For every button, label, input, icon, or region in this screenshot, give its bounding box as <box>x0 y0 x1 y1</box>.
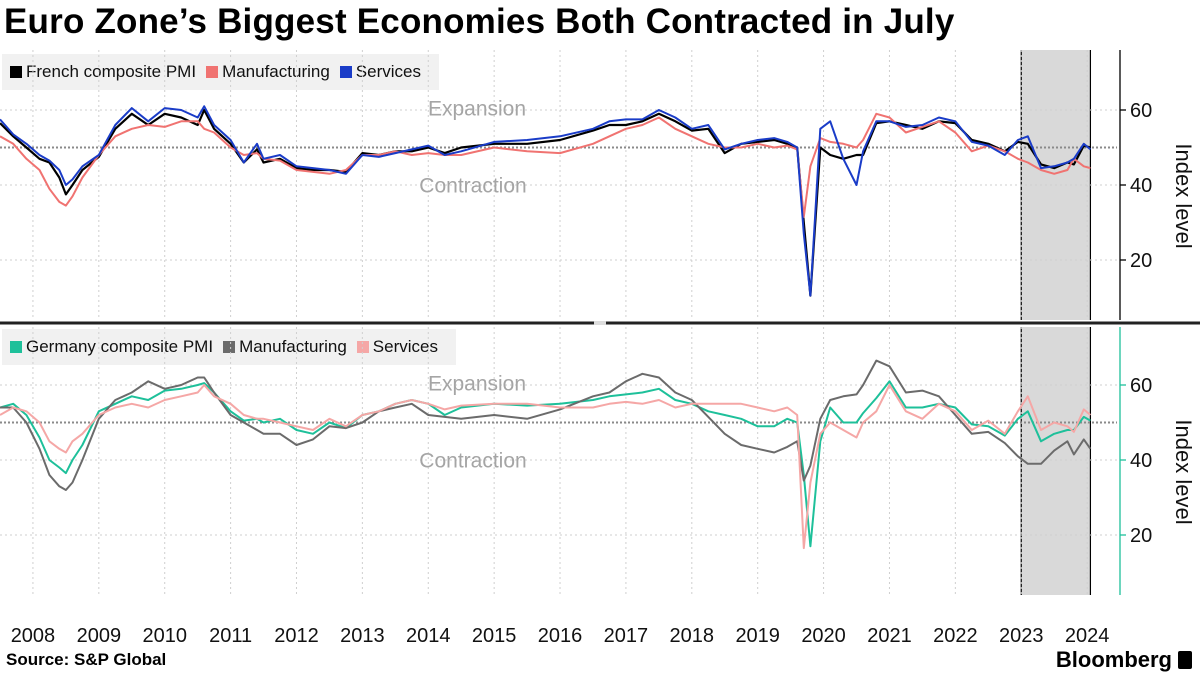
y-tick-label: 60 <box>1130 375 1152 397</box>
source-note: Source: S&P Global <box>6 650 167 669</box>
series-line-germany-services <box>0 384 1092 550</box>
x-tick-label: 2010 <box>142 625 187 647</box>
legend-item-germany-manufacturing[interactable]: Manufacturing <box>223 337 347 357</box>
legend-item-germany-composite[interactable]: Germany composite PMI <box>10 337 213 357</box>
expansion-annotation: Expansion <box>428 373 526 396</box>
legend-item-french-manufacturing[interactable]: Manufacturing <box>206 62 330 82</box>
legend-label: Services <box>372 337 438 356</box>
legend-swatch <box>339 66 352 78</box>
legend-item-germany-services[interactable]: Services <box>356 337 438 357</box>
shaded-period <box>1021 327 1091 595</box>
x-tick-label: 2022 <box>933 625 978 647</box>
brand-logo: Bloomberg <box>1056 647 1192 673</box>
legend-label: Manufacturing <box>222 62 330 81</box>
x-tick-label: 2024 <box>1065 625 1110 647</box>
legend-swatch <box>223 341 236 353</box>
x-tick-label: 2018 <box>670 625 715 647</box>
legend-item-french-services[interactable]: Services <box>339 62 421 82</box>
x-tick-label: 2012 <box>274 625 319 647</box>
legend-label: Germany composite PMI <box>26 337 214 356</box>
y-tick-label: 20 <box>1130 250 1152 272</box>
bloomberg-mark-icon <box>1178 651 1192 669</box>
series-line-france-manufacturing <box>0 112 1091 218</box>
x-tick-label: 2023 <box>999 625 1044 647</box>
legend-swatch <box>206 66 219 78</box>
chart-title: Euro Zone’s Biggest Economies Both Contr… <box>4 2 955 41</box>
y-tick-label: 40 <box>1130 450 1152 472</box>
series-line-france-services <box>0 105 1092 297</box>
brand-name: Bloomberg <box>1055 647 1172 672</box>
y-axis-title: Index level <box>1171 143 1196 248</box>
legend-label: Services <box>355 62 421 81</box>
legend-swatch <box>10 341 22 353</box>
x-tick-label: 2011 <box>209 625 252 647</box>
contraction-annotation: Contraction <box>419 450 526 473</box>
y-tick-label: 40 <box>1130 175 1152 197</box>
panel-divider-handle <box>594 321 606 325</box>
x-tick-label: 2021 <box>867 625 912 647</box>
x-tick-label: 2016 <box>538 625 583 647</box>
x-tick-label: 2009 <box>77 625 122 647</box>
legend-label: Manufacturing <box>239 337 347 356</box>
x-tick-label: 2017 <box>604 625 649 647</box>
legend-bottom: Germany composite PMI Manufacturing Serv… <box>2 329 456 365</box>
y-tick-label: 60 <box>1130 100 1152 122</box>
x-tick-label: 2015 <box>472 625 517 647</box>
series-line-germany-manufacturing <box>0 359 1092 491</box>
y-tick-label: 20 <box>1130 525 1152 547</box>
expansion-annotation: Expansion <box>428 98 526 121</box>
legend-item-french-composite[interactable]: French composite PMI <box>10 62 196 82</box>
x-tick-label: 2013 <box>340 625 385 647</box>
x-tick-label: 2020 <box>801 625 846 647</box>
series-line-germany-germany-composite-pmi <box>0 380 1091 548</box>
legend-swatch <box>10 66 22 78</box>
x-tick-label: 2014 <box>406 625 451 647</box>
y-axis-title: Index level <box>1171 419 1196 524</box>
legend-top: French composite PMI Manufacturing Servi… <box>2 54 439 90</box>
x-tick-label: 2019 <box>735 625 780 647</box>
contraction-annotation: Contraction <box>419 175 526 198</box>
x-tick-label: 2008 <box>11 625 56 647</box>
legend-label: French composite PMI <box>26 62 197 81</box>
